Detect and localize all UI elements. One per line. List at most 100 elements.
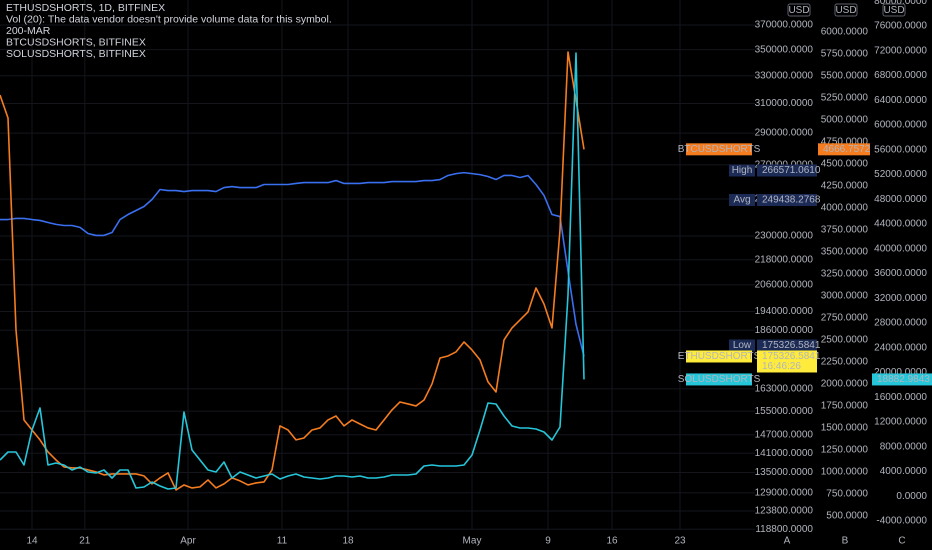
legend-line: SOLUSDSHORTS, BITFINEX <box>6 48 146 60</box>
stat-name: Low <box>733 340 752 351</box>
y-tick-label: 370000.0000 <box>755 20 814 31</box>
y-tick-label: 123800.0000 <box>755 506 814 517</box>
stat-name-box <box>729 193 755 206</box>
scale-button[interactable]: B <box>842 536 849 547</box>
y-tick-label: 206000.0000 <box>755 280 814 291</box>
y-tick-label: 5250.0000 <box>821 93 869 104</box>
stat-value-box <box>757 339 817 352</box>
x-tick-label: May <box>463 536 482 547</box>
y-tick-label: 4750.0000 <box>821 137 869 148</box>
y-tick-label: 2750.0000 <box>821 313 869 324</box>
y-tick-label: 4000.0000 <box>821 203 869 214</box>
y-tick-label: 118800.0000 <box>755 524 813 535</box>
stat-name: High <box>732 165 753 176</box>
y-tick-label: 4250.0000 <box>821 181 869 192</box>
y-tick-label: 64000.0000 <box>874 95 927 106</box>
currency-label: USD <box>883 5 904 16</box>
y-tick-label: 194000.0000 <box>755 306 814 317</box>
stat-value-box <box>757 193 817 206</box>
stat-name-box <box>729 164 755 177</box>
y-tick-label: 28000.0000 <box>874 318 927 329</box>
grid <box>0 0 755 530</box>
stat-value: 266571.0610 <box>762 165 821 176</box>
y-tick-label: 163000.0000 <box>755 383 814 394</box>
y-tick-label: 16000.0000 <box>874 392 927 403</box>
x-tick-label: 14 <box>26 536 38 547</box>
y-tick-label: 12000.0000 <box>874 417 927 428</box>
currency-badge <box>882 3 906 17</box>
axes: 14 21 Apr 11 18 May 9 16 23 370000.0000 350000.000… <box>26 0 927 547</box>
y-tick-label: 40000.0000 <box>874 243 927 254</box>
y-tick-label: 6000.0000 <box>821 27 869 38</box>
y-tick-label: 330000.0000 <box>755 70 814 81</box>
y-tick-label: 80000.0000 <box>874 0 927 7</box>
y-tick-label: 3250.0000 <box>821 269 869 280</box>
y-tick-label: 36000.0000 <box>874 268 927 279</box>
y-tick-label: 155000.0000 <box>755 406 814 417</box>
y-tick-label: 310000.0000 <box>755 98 814 109</box>
y-tick-label: 1000.0000 <box>821 467 869 478</box>
y-tick-label: 2500.0000 <box>821 335 869 346</box>
stat-value-box <box>757 164 817 177</box>
tag-name-box <box>686 143 752 156</box>
y-tick-label: 3000.0000 <box>821 291 869 302</box>
currency-badge <box>787 3 811 17</box>
y-tick-label: 230000.0000 <box>755 231 814 242</box>
series-line <box>0 171 585 357</box>
y-tick-label: 186000.0000 <box>755 325 814 336</box>
y-tick-label: 129000.0000 <box>755 487 814 498</box>
y-tick-label: 500.0000 <box>826 511 868 522</box>
x-tick-label: 18 <box>342 536 354 547</box>
y-tick-label: 141000.0000 <box>755 448 814 459</box>
y-tick-label: 60000.0000 <box>874 120 927 131</box>
y-tick-label: 2250.0000 <box>821 357 869 368</box>
scale-button[interactable]: C <box>898 536 905 547</box>
y-tick-label: 24000.0000 <box>874 342 927 353</box>
tag-countdown: 16:46:26 <box>762 361 801 372</box>
currency-label: USD <box>788 5 809 16</box>
legend-line: 200-MAR <box>6 25 51 37</box>
y-tick-label: 48000.0000 <box>874 194 927 205</box>
tag-value-box <box>818 143 870 156</box>
y-tick-label: 44000.0000 <box>874 219 927 230</box>
tag-name: BTCUSDSHORTS <box>678 144 761 155</box>
y-tick-label: 147000.0000 <box>755 429 814 440</box>
x-tick-label: Apr <box>180 536 196 547</box>
y-tick-label: 72000.0000 <box>874 45 927 56</box>
y-tick-label: 1500.0000 <box>821 423 869 434</box>
tag-value: 4666.7572 <box>823 144 871 155</box>
currency-badge <box>834 3 858 17</box>
y-tick-label: 52000.0000 <box>874 169 927 180</box>
y-tick-label: 5500.0000 <box>821 71 869 82</box>
x-tick-label: 11 <box>277 536 288 547</box>
y-tick-label: 56000.0000 <box>874 144 927 155</box>
y-tick-label: 5750.0000 <box>821 49 869 60</box>
stat-value: 175326.5841 <box>762 340 821 351</box>
y-tick-label: 750.0000 <box>826 489 868 500</box>
y-tick-label: 4500.0000 <box>821 159 869 170</box>
y-tick-label: 290000.0000 <box>755 128 814 139</box>
y-tick-label: 2000.0000 <box>821 379 869 390</box>
x-tick-label: 23 <box>674 536 686 547</box>
stat-value: 249438.2768 <box>762 195 821 206</box>
y-tick-label: -4000.0000 <box>876 516 927 527</box>
scale-button[interactable]: A <box>784 536 791 547</box>
currency-label: USD <box>835 5 856 16</box>
legend-line: ETHUSDSHORTS, 1D, BITFINEX <box>6 2 165 14</box>
stat-name-box <box>729 339 755 352</box>
y-tick-label: 1750.0000 <box>821 401 869 412</box>
x-tick-label: 16 <box>606 536 618 547</box>
series-line <box>0 52 585 490</box>
y-tick-label: 3750.0000 <box>821 225 869 236</box>
tag-name-box <box>686 350 752 363</box>
price-tags: High 266571.0610 Avg 249438.2768 Low 175326.5… <box>678 143 932 386</box>
tag-name: SOLUSDSHORTS <box>678 374 761 385</box>
tag-value-box <box>757 350 817 373</box>
tag-value: 18882.9843 <box>877 374 930 385</box>
legend-line: Vol (20): The data vendor doesn't provid… <box>6 13 332 25</box>
x-tick-label: 21 <box>79 536 91 547</box>
y-tick-label: 135000.0000 <box>755 467 814 478</box>
tag-name-box <box>686 373 752 386</box>
